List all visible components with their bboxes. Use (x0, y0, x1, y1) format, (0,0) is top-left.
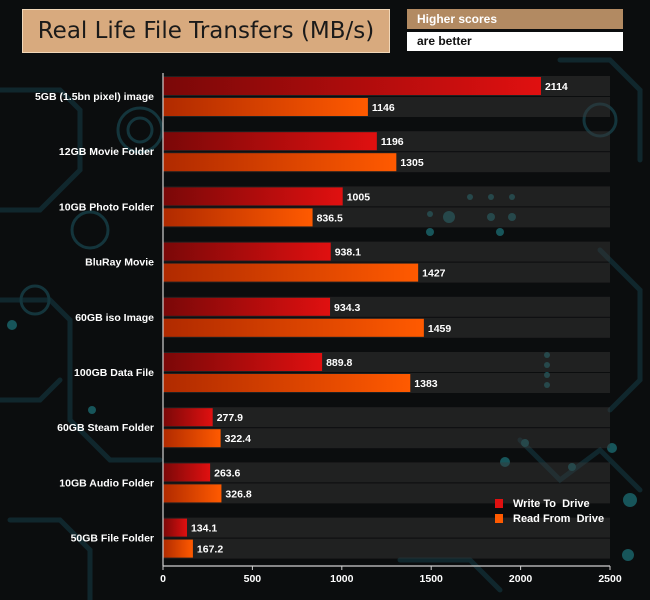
category-label-5: 100GB Data File (74, 367, 154, 379)
write-value-label-3: 938.1 (335, 247, 361, 259)
read-bar-0 (163, 98, 368, 116)
read-bar-6 (163, 429, 221, 448)
legend-item-write: Write To Drive (495, 496, 604, 511)
band-write-cat-6 (163, 407, 610, 428)
write-bar-3 (163, 242, 331, 261)
chart-title: Real Life File Transfers (MB/s) (22, 9, 390, 53)
read-value-label-5: 1383 (414, 378, 438, 390)
read-value-label-6: 322.4 (225, 433, 251, 445)
read-bar-3 (163, 263, 419, 282)
x-tick-label-0: 0 (160, 573, 166, 585)
category-label-6: 60GB Steam Folder (57, 422, 154, 434)
category-label-1: 12GB Movie Folder (59, 146, 154, 158)
write-bar-2 (163, 187, 343, 206)
read-bar-7 (163, 484, 222, 503)
read-bar-8 (163, 539, 193, 558)
category-label-0: 5GB (1.5bn pixel) image (35, 91, 154, 103)
write-bar-8 (163, 518, 187, 537)
write-value-label-6: 277.9 (217, 412, 243, 424)
write-bar-7 (163, 463, 211, 482)
write-bar-6 (163, 408, 213, 427)
legend-swatch-read (495, 514, 503, 523)
legend: Write To Drive Read From Drive (495, 496, 604, 526)
read-bar-1 (163, 153, 397, 172)
legend-label-read: Read From Drive (513, 512, 605, 525)
x-tick-label-4: 2000 (509, 573, 533, 585)
band-read-cat-8 (163, 538, 610, 559)
x-tick-label-3: 1500 (420, 573, 444, 585)
write-bar-4 (163, 297, 331, 316)
write-value-label-7: 263.6 (214, 467, 240, 479)
read-value-label-4: 1459 (428, 323, 452, 335)
write-value-label-4: 934.3 (334, 302, 360, 314)
write-value-label-1: 1196 (381, 136, 404, 148)
band-write-cat-7 (163, 462, 610, 483)
write-bar-5 (163, 353, 323, 371)
x-tick-label-2: 1000 (330, 573, 354, 585)
axes: 0 500 1000 1500 2000 2500 (160, 73, 622, 585)
read-value-label-8: 167.2 (197, 544, 223, 556)
category-label-7: 10GB Audio Folder (59, 477, 154, 489)
read-value-label-2: 836.5 (317, 212, 343, 224)
write-bar-1 (163, 132, 377, 151)
category-label-4: 60GB iso Image (75, 312, 154, 324)
band-read-cat-7 (163, 483, 610, 504)
x-tick-label-1: 500 (244, 573, 262, 585)
write-value-label-2: 1005 (347, 191, 371, 203)
x-tick-label-5: 2500 (598, 573, 622, 585)
read-value-label-1: 1305 (400, 157, 424, 169)
category-label-3: BluRay Movie (85, 257, 154, 269)
read-value-label-7: 326.8 (225, 488, 251, 500)
legend-item-read: Read From Drive (495, 511, 604, 526)
bars: 5GB (1.5bn pixel) image 2114 1146 12GB Movi… (35, 77, 568, 558)
read-value-label-0: 1146 (372, 102, 395, 114)
write-value-label-8: 134.1 (191, 523, 217, 535)
write-bar-0 (163, 77, 541, 95)
write-value-label-0: 2114 (545, 81, 568, 93)
are-better-note: are better (407, 32, 623, 51)
read-value-label-3: 1427 (422, 268, 446, 280)
read-bar-5 (163, 374, 411, 392)
legend-swatch-write (495, 499, 503, 508)
legend-label-write: Write To Drive (513, 497, 590, 510)
category-label-2: 10GB Photo Folder (59, 201, 154, 213)
read-bar-2 (163, 208, 313, 227)
higher-scores-note: Higher scores (407, 9, 623, 29)
category-label-8: 50GB File Folder (71, 533, 154, 545)
band-read-cat-6 (163, 428, 610, 449)
write-value-label-5: 889.8 (326, 357, 352, 369)
read-bar-4 (163, 318, 424, 337)
